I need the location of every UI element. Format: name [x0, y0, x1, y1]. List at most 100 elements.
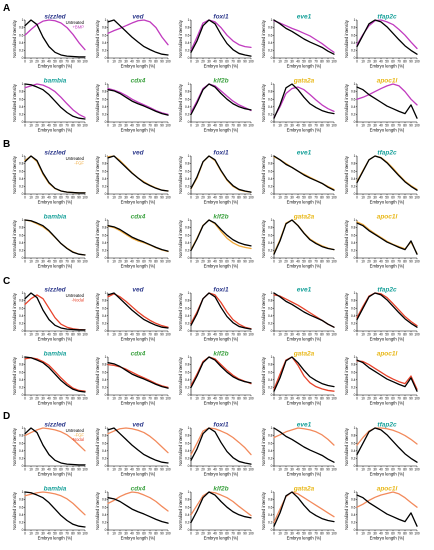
- x-tick-label: 70: [397, 260, 401, 264]
- y-tick-label: 1: [271, 426, 273, 430]
- x-tick-label: 90: [326, 196, 330, 200]
- x-tick-label: 0: [190, 260, 192, 264]
- x-tick-label: 20: [284, 397, 288, 401]
- x-tick-label: 60: [391, 333, 395, 337]
- x-tick-label: 50: [219, 260, 223, 264]
- x-tick-label: 80: [237, 468, 241, 472]
- y-tick-label: 0.2: [268, 249, 273, 253]
- x-tick-label: 20: [367, 397, 371, 401]
- x-tick-label: 10: [195, 468, 199, 472]
- x-tick-label: 70: [65, 333, 69, 337]
- x-axis-label: Embryo length (%): [287, 472, 322, 477]
- x-tick-label: 40: [379, 532, 383, 536]
- subplot-apoc1l: 00.20.40.60.810 10 20 30 40 50 60 70 80 90 100Embr…: [344, 351, 420, 406]
- x-tick-label: 100: [82, 260, 88, 264]
- x-tick-label: 100: [82, 333, 88, 337]
- gene-title: sizzled: [44, 150, 66, 157]
- y-tick-label: 0.4: [19, 41, 24, 45]
- x-tick-label: 10: [361, 397, 365, 401]
- x-tick-label: 90: [243, 333, 247, 337]
- x-tick-label: 80: [154, 532, 158, 536]
- x-tick-label: 0: [356, 333, 358, 337]
- x-tick-label: 20: [35, 260, 39, 264]
- y-tick-label: 0: [22, 393, 24, 397]
- x-tick-label: 60: [59, 468, 63, 472]
- y-tick-label: 0.2: [102, 113, 107, 117]
- x-tick-label: 100: [414, 60, 420, 64]
- legend-entry: -FGF: [74, 161, 84, 166]
- y-tick-label: 0: [271, 528, 273, 532]
- x-tick-label: 40: [213, 333, 217, 337]
- x-tick-label: 10: [29, 260, 33, 264]
- x-tick-label: 80: [320, 124, 324, 128]
- y-tick-label: 0: [271, 329, 273, 333]
- series-line: [356, 86, 418, 119]
- y-tick-label: 0.6: [185, 505, 190, 509]
- x-tick-label: 40: [47, 260, 51, 264]
- y-tick-label: 1: [271, 18, 273, 22]
- x-tick-label: 80: [71, 196, 75, 200]
- y-tick-label: 1: [188, 82, 190, 86]
- y-tick-label: 1: [188, 291, 190, 295]
- y-tick-label: 0.2: [185, 249, 190, 253]
- x-tick-label: 80: [71, 397, 75, 401]
- x-axis-label: Embryo length (%): [121, 128, 156, 133]
- y-tick-label: 1: [22, 426, 24, 430]
- x-axis-label: Embryo length (%): [287, 264, 322, 269]
- x-tick-label: 80: [320, 260, 324, 264]
- series-line: [356, 359, 418, 392]
- y-tick-label: 0.4: [185, 105, 190, 109]
- x-tick-label: 40: [379, 397, 383, 401]
- y-axis-label: Normalized intensity: [261, 19, 266, 58]
- y-tick-label: 0.6: [102, 306, 107, 310]
- y-tick-label: 1: [22, 355, 24, 359]
- y-tick-label: 0.8: [185, 26, 190, 30]
- x-tick-label: 10: [29, 60, 33, 64]
- y-tick-label: 0: [354, 256, 356, 260]
- x-tick-label: 100: [331, 468, 337, 472]
- x-tick-label: 0: [107, 124, 109, 128]
- subplot-eve1: 00.20.40.60.810 10 20 30 40 50 60 70 80 90 100Embr…: [261, 287, 337, 342]
- y-axis-label: Normalized intensity: [344, 491, 349, 530]
- x-tick-label: 70: [231, 196, 235, 200]
- x-tick-label: 60: [225, 196, 229, 200]
- y-tick-label: 0.8: [19, 498, 24, 502]
- x-tick-label: 0: [24, 196, 26, 200]
- x-tick-label: 0: [107, 397, 109, 401]
- x-tick-label: 20: [284, 260, 288, 264]
- x-tick-label: 40: [296, 397, 300, 401]
- y-tick-label: 1: [188, 218, 190, 222]
- y-axis-label: Normalized intensity: [12, 356, 17, 395]
- y-tick-label: 1: [188, 18, 190, 22]
- y-tick-label: 0.8: [185, 434, 190, 438]
- x-tick-label: 20: [118, 333, 122, 337]
- x-tick-label: 40: [47, 60, 51, 64]
- x-tick-label: 30: [373, 532, 377, 536]
- x-tick-label: 10: [29, 468, 33, 472]
- x-tick-label: 30: [124, 397, 128, 401]
- y-tick-label: 1: [271, 490, 273, 494]
- y-axis-label: Normalized intensity: [12, 491, 17, 530]
- gene-title: gata2a: [293, 351, 315, 358]
- y-tick-label: 0: [22, 528, 24, 532]
- x-tick-label: 80: [154, 196, 158, 200]
- series-line: [24, 491, 86, 528]
- y-tick-label: 1: [105, 18, 107, 22]
- x-tick-label: 90: [77, 60, 81, 64]
- x-tick-label: 20: [118, 532, 122, 536]
- y-tick-label: 0.8: [19, 26, 24, 30]
- y-tick-label: 0.2: [185, 521, 190, 525]
- x-tick-label: 60: [142, 532, 146, 536]
- series-line: [107, 293, 169, 328]
- series-line: [356, 427, 418, 446]
- y-tick-label: 0.4: [268, 105, 273, 109]
- x-tick-label: 90: [326, 260, 330, 264]
- y-tick-label: 0.2: [351, 386, 356, 390]
- x-tick-label: 30: [124, 260, 128, 264]
- x-tick-label: 40: [296, 532, 300, 536]
- x-tick-label: 70: [397, 532, 401, 536]
- x-tick-label: 20: [367, 196, 371, 200]
- y-tick-label: 0.6: [185, 97, 190, 101]
- x-axis-label: Embryo length (%): [287, 536, 322, 541]
- subplot-cdx4: 00.20.40.60.810 10 20 30 40 50 60 70 80 90 100Embr…: [95, 214, 171, 269]
